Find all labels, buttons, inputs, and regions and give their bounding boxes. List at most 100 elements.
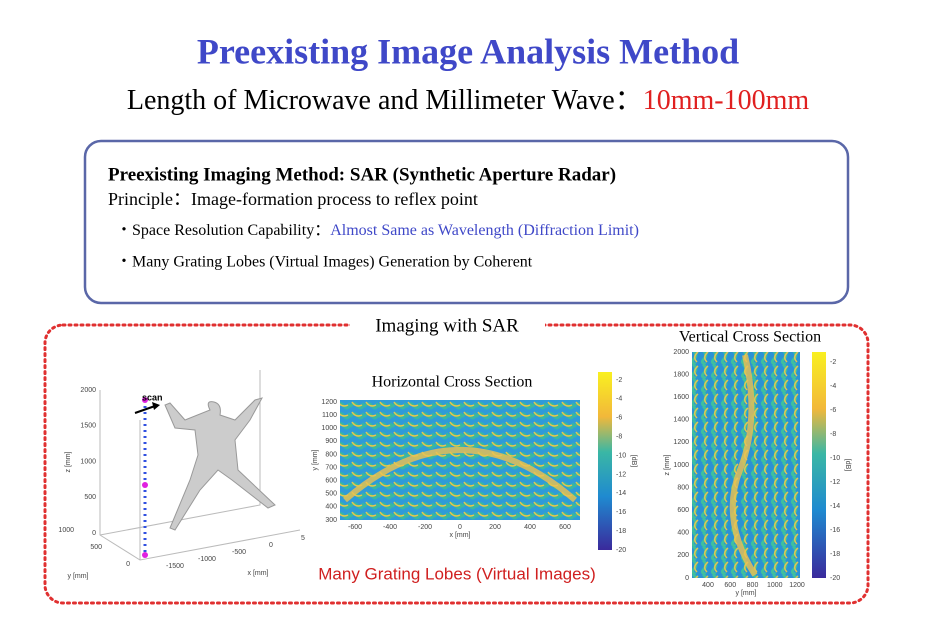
tick-label: -10 [616, 452, 626, 459]
fig-title: Vertical Cross Section [679, 329, 821, 346]
tick-label: 1400 [673, 417, 689, 424]
tick-label: 800 [677, 484, 689, 491]
tick-label: 800 [325, 451, 337, 458]
tick-label: 400 [524, 524, 536, 531]
tick-label: 500 [84, 494, 96, 501]
tick-label: -16 [616, 509, 626, 516]
tick-label: -18 [616, 528, 626, 535]
bullet: ・Many Grating Lobes (Virtual Images) Gen… [116, 254, 533, 271]
tick-label: -14 [616, 490, 626, 497]
tick-label: -14 [830, 503, 840, 510]
tick-label: 800 [747, 582, 759, 589]
tick-label: 900 [325, 438, 337, 445]
tick-label: 1000 [673, 462, 689, 469]
tick-label: -8 [616, 434, 622, 441]
axis-label: [dB] [844, 459, 851, 472]
tick-label: 600 [325, 478, 337, 485]
tick-label: -4 [830, 383, 836, 390]
colorbar-v [812, 352, 826, 578]
tick-label: -2 [616, 377, 622, 384]
scan-label: scan [142, 392, 163, 402]
subtitle: Length of Microwave and Millimeter Wave：… [127, 85, 810, 116]
tick-label: -6 [830, 407, 836, 414]
tick-label: -8 [830, 431, 836, 438]
heatmap-v [692, 352, 800, 578]
tick-label: 1000 [58, 527, 74, 534]
fig-title: Horizontal Cross Section [372, 374, 533, 391]
tick-label: -200 [418, 524, 432, 531]
axis-label: z [mm] [65, 451, 72, 472]
subtitle-range: 10mm-100mm [643, 85, 810, 116]
lobe-band [729, 354, 758, 577]
tick-label: 300 [325, 517, 337, 524]
tick-label: 600 [724, 582, 736, 589]
tick-label: -12 [616, 471, 626, 478]
tick-label: -20 [616, 547, 626, 554]
tick-label: -400 [383, 524, 397, 531]
human-model [164, 397, 276, 531]
tick-label: 400 [702, 582, 714, 589]
panel-label: Imaging with SAR [375, 315, 519, 336]
tick-label: 0 [269, 542, 273, 549]
tick-label: 1000 [80, 458, 96, 465]
tick-label: 400 [325, 504, 337, 511]
tick-label: 1200 [673, 439, 689, 446]
tick-label: 0 [92, 530, 96, 537]
colorbar-h [598, 372, 612, 550]
tick-label: -4 [616, 396, 622, 403]
tick-label: 1200 [321, 399, 337, 406]
axis-label: [dB] [630, 455, 637, 468]
tick-label: 500 [325, 491, 337, 498]
tick-label: 1100 [322, 412, 337, 419]
subtitle-text: Length of Microwave and Millimeter Wave： [127, 85, 643, 116]
bullet-highlight: Almost Same as Wavelength (Diffraction L… [330, 222, 639, 239]
tick-label: 2000 [80, 387, 96, 394]
scan-point [142, 552, 148, 558]
bullet: ・Space Resolution Capability：Almost Same… [116, 222, 639, 239]
scan-point [142, 482, 148, 488]
tick-label: 1200 [789, 582, 805, 589]
bullet-text: ・Space Resolution Capability： [116, 222, 330, 239]
tick-label: 400 [677, 530, 689, 537]
tick-label: 1500 [80, 423, 96, 430]
tick-label: -1000 [198, 556, 216, 563]
axis-label: y [mm] [312, 449, 319, 470]
scan-arrow [134, 405, 156, 414]
axis-label: x [mm] [248, 570, 269, 577]
tick-label: -2 [830, 359, 836, 366]
tick-label: 1800 [673, 371, 689, 378]
title: Preexisting Image Analysis Method [197, 31, 739, 71]
axes-3d [99, 370, 301, 561]
label-bg [350, 314, 545, 338]
tick-label: -20 [830, 575, 840, 582]
tick-label: -600 [348, 524, 362, 531]
tick-label: 200 [677, 552, 689, 559]
tick-label: -10 [830, 455, 840, 462]
tick-label: -16 [830, 527, 840, 534]
tick-label: 2000 [673, 349, 689, 356]
tick-label: -1500 [166, 563, 184, 570]
scan-point [142, 397, 148, 403]
box-heading: Preexisting Imaging Method: SAR (Synthet… [108, 164, 616, 185]
tick-label: 600 [559, 524, 571, 531]
axis-label: z [mm] [664, 454, 671, 475]
tick-label: 1000 [767, 582, 783, 589]
tick-label: -500 [232, 549, 246, 556]
axis-label: x [mm] [450, 532, 471, 539]
tick-label: 500 [90, 544, 102, 551]
axis-label: y [mm] [68, 573, 89, 580]
info-box [83, 139, 850, 305]
tick-label: 0 [126, 561, 130, 568]
lobe-arc [343, 447, 577, 503]
tick-label: 1000 [321, 425, 337, 432]
box-principle: Principle：Image-formation process to ref… [108, 189, 478, 209]
tick-label: 0 [458, 524, 462, 531]
axis-label: y [mm] [736, 590, 757, 597]
tick-label: 1600 [673, 394, 689, 401]
tick-label: 5 [301, 535, 305, 542]
tick-label: 700 [325, 464, 337, 471]
tick-label: -12 [830, 479, 840, 486]
tick-label: -18 [830, 551, 840, 558]
